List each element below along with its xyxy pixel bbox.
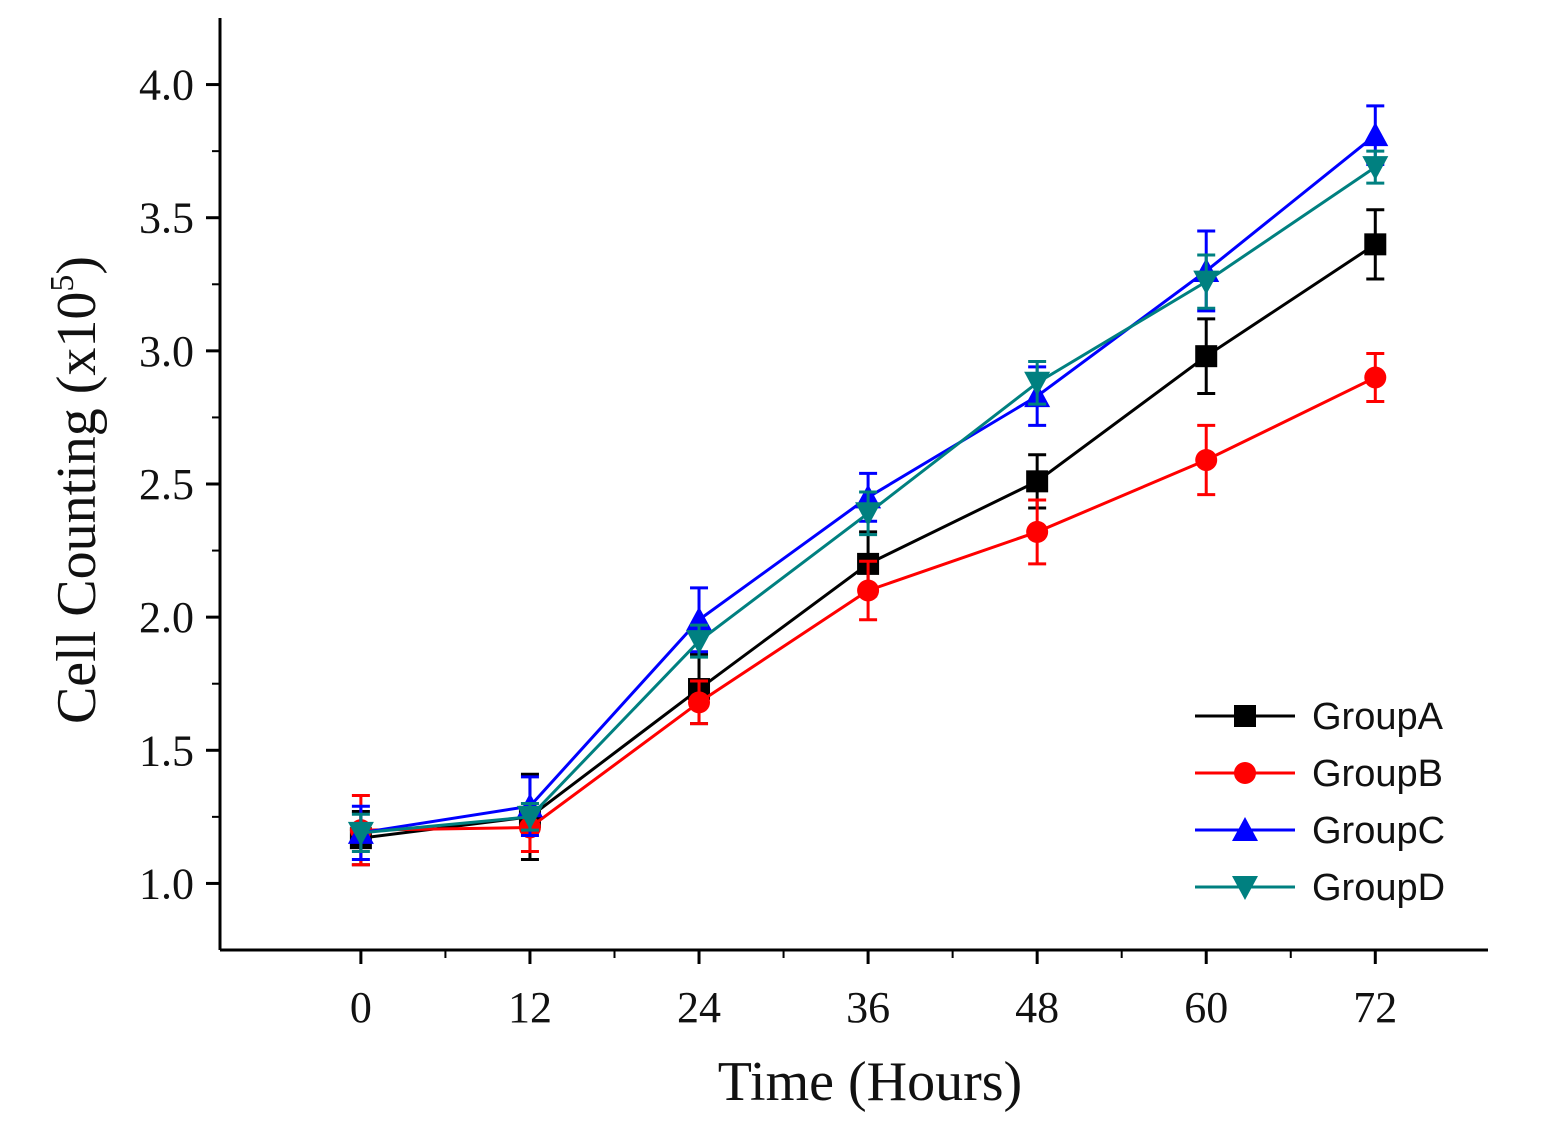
x-tick-label: 48	[1015, 983, 1059, 1032]
y-axis-title: Cell Counting (x105)	[44, 256, 108, 724]
y-tick-label: 3.0	[139, 327, 194, 376]
x-tick-label: 60	[1184, 983, 1228, 1032]
data-point-groupb	[857, 579, 880, 602]
data-point-groupd	[1362, 156, 1389, 181]
series-groupb	[349, 352, 1387, 867]
plot-area: 1.0 1.5 2.0 2.5 3.0 3.5 4.0 0 12 24 36 48 60 72	[139, 18, 1488, 1032]
y-tick-label: 3.5	[139, 194, 194, 243]
x-axis-title: Time (Hours)	[718, 1051, 1022, 1113]
y-axis-title-main: Cell Counting (x10	[46, 292, 108, 724]
data-point-groupd	[686, 630, 713, 655]
legend-label-groupb: GroupB	[1312, 753, 1443, 795]
data-point-groupb	[688, 691, 711, 714]
x-tick-label: 36	[846, 983, 890, 1032]
legend: GroupA GroupB GroupC GroupD	[1195, 696, 1445, 909]
y-tick-label: 2.0	[139, 593, 194, 642]
data-point-groupd	[855, 502, 882, 527]
series-groupd	[347, 149, 1389, 853]
data-point-groupb	[1026, 520, 1049, 543]
data-point-groupd	[1193, 270, 1220, 295]
data-point-groupa	[1026, 470, 1049, 493]
y-tick-label: 1.0	[139, 859, 194, 908]
legend-marker-groupd	[1232, 876, 1258, 900]
x-tick-label: 12	[508, 983, 552, 1032]
legend-label-groupa: GroupA	[1312, 696, 1444, 738]
data-point-groupb	[1195, 449, 1218, 472]
data-point-groupc	[1362, 122, 1389, 147]
y-tick-label: 4.0	[139, 61, 194, 110]
data-point-groupa	[1195, 345, 1218, 368]
x-tick-label: 24	[677, 983, 721, 1032]
x-tick-label: 72	[1353, 983, 1397, 1032]
data-point-groupd	[347, 821, 374, 846]
data-point-groupd	[1024, 371, 1051, 396]
data-point-groupd	[516, 805, 543, 830]
y-axis-title-superscript: 5	[44, 275, 81, 292]
data-point-groupa	[1364, 233, 1387, 256]
legend-label-groupc: GroupC	[1312, 810, 1445, 852]
legend-marker-groupc	[1232, 817, 1258, 841]
x-tick-label: 0	[350, 983, 372, 1032]
data-point-groupb	[1364, 366, 1387, 389]
y-tick-label: 2.5	[139, 460, 194, 509]
y-axis-title-close: )	[46, 256, 108, 275]
legend-marker-groupb	[1234, 762, 1256, 784]
legend-marker-groupa	[1234, 705, 1256, 727]
legend-label-groupd: GroupD	[1312, 867, 1445, 909]
y-tick-label: 1.5	[139, 726, 194, 775]
